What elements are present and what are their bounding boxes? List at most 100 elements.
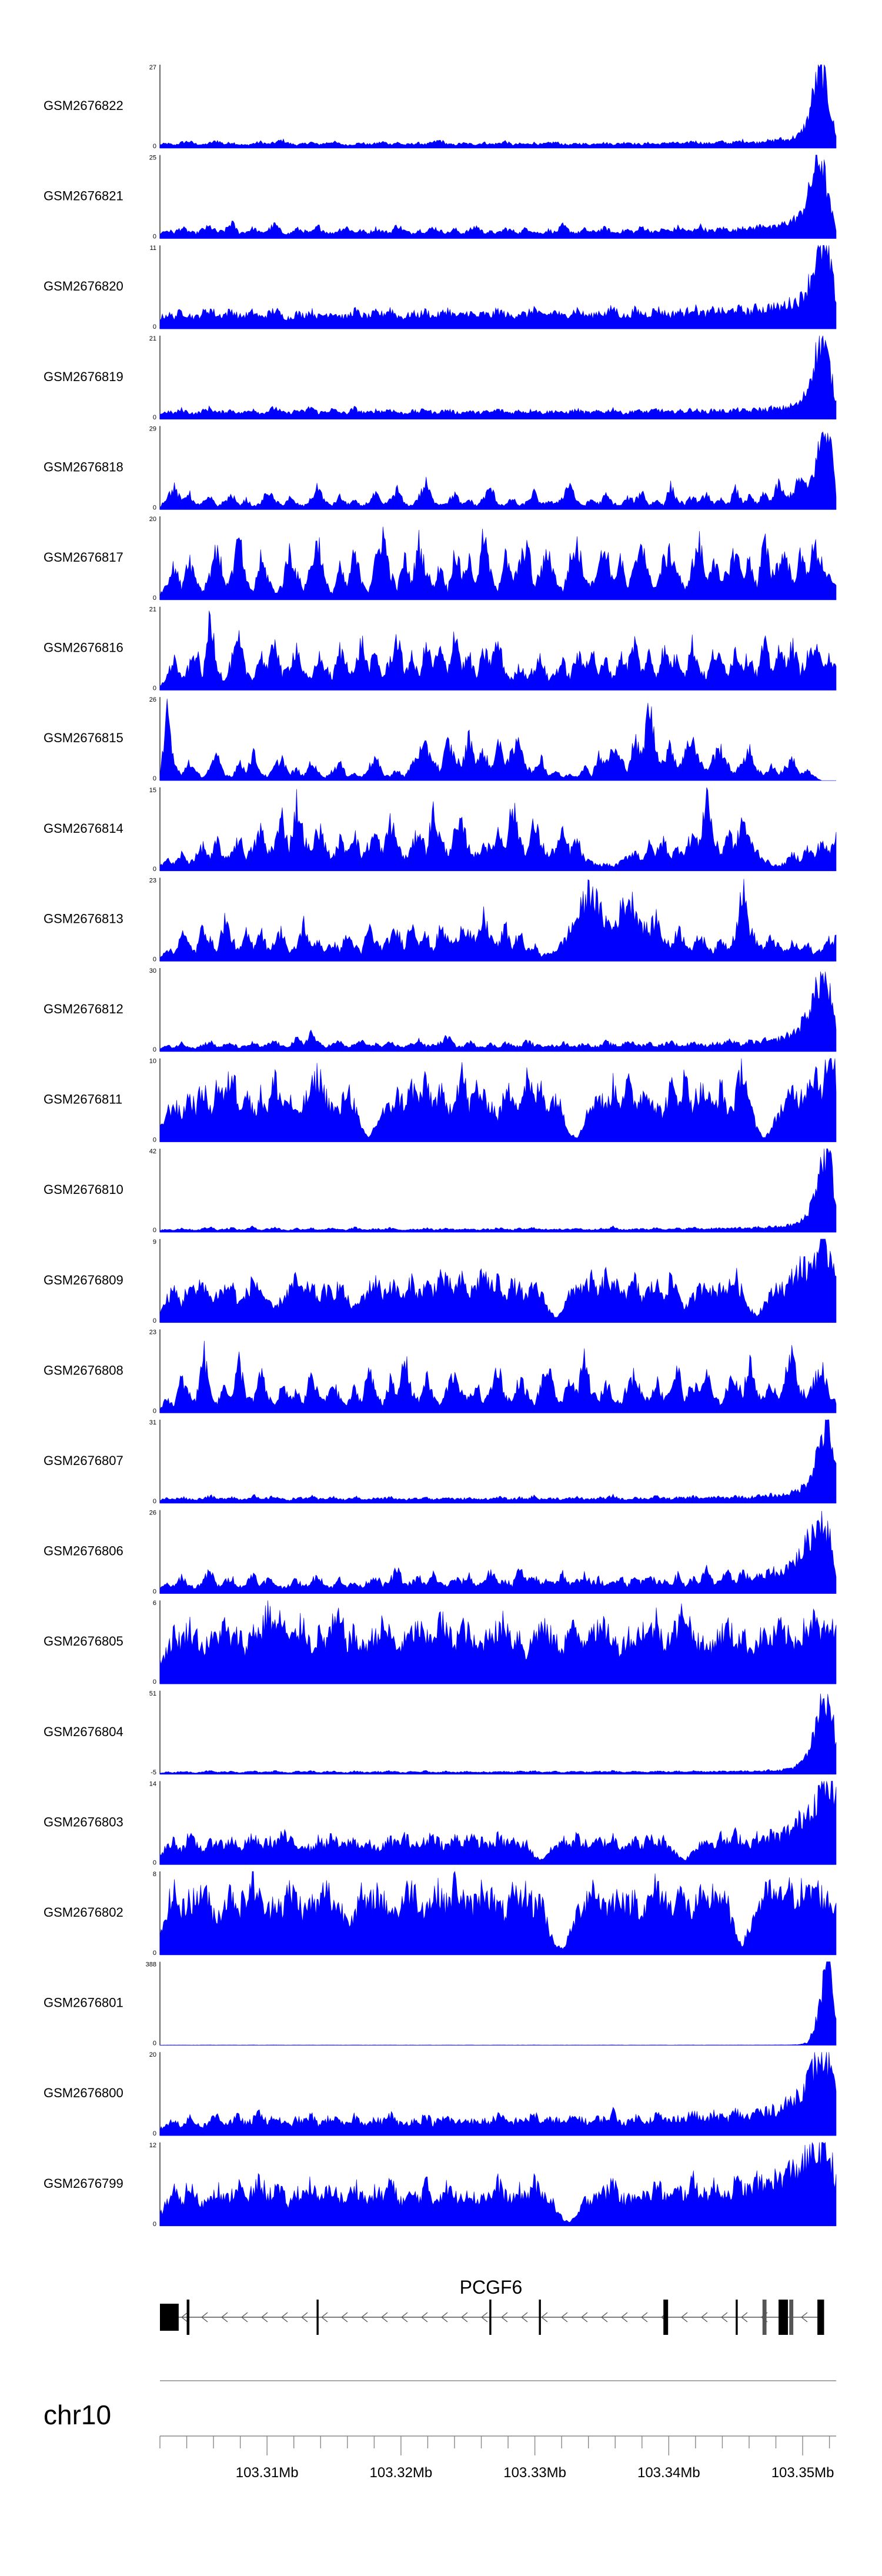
track-y-min-label: 0 (153, 414, 156, 421)
signal-track: GSM2676806 26 0 (44, 1510, 837, 1596)
strand-chevron (580, 2312, 588, 2323)
signal-track: GSM2676820 11 0 (44, 245, 837, 331)
signal-track: GSM2676807 31 0 (44, 1419, 837, 1505)
track-signal-area (159, 2052, 837, 2136)
track-y-max-label: 21 (149, 606, 156, 613)
track-y-min-label: 0 (153, 1950, 156, 1957)
strand-chevron (260, 2312, 268, 2323)
gene-name-label: PCGF6 (460, 2277, 523, 2298)
signal-tracks: GSM2676822270GSM2676821250GSM2676820110G… (44, 64, 837, 2228)
track-signal-area (159, 1419, 837, 1504)
track-label: GSM2676822 (44, 98, 123, 113)
track-signal-area (159, 1239, 837, 1323)
track-y-max-label: 12 (149, 2142, 156, 2149)
chromosome-label: chr10 (44, 2400, 111, 2430)
gene-exon (316, 2300, 319, 2335)
gene-exon (762, 2300, 767, 2335)
axis-tick-label: 103.31Mb (236, 2465, 299, 2481)
track-y-max-label: 29 (149, 425, 156, 432)
signal-track: GSM2676809 9 0 (44, 1239, 837, 1324)
track-y-max-label: 42 (149, 1148, 156, 1155)
track-signal-area (159, 1781, 837, 1865)
signal-track: GSM2676802 8 0 (44, 1871, 837, 1957)
track-y-min-label: 0 (153, 1227, 156, 1234)
strand-chevron (720, 2312, 728, 2323)
strand-chevron (700, 2312, 708, 2323)
track-signal-area (159, 787, 837, 872)
track-y-max-label: 26 (149, 696, 156, 703)
track-signal-area (159, 2142, 837, 2227)
strand-chevron (360, 2312, 368, 2323)
track-signal-area (159, 64, 837, 149)
signal-track: GSM2676811 10 0 (44, 1058, 837, 1144)
genome-axis-track: chr10 103.31Mb 103.32Mb 103.33Mb 103.34Mb 103… (44, 2380, 836, 2481)
track-y-max-label: 388 (146, 1961, 156, 1968)
signal-track: GSM2676818 29 0 (44, 425, 837, 511)
strand-chevron (500, 2312, 508, 2323)
track-signal-area (159, 698, 836, 781)
strand-chevron (620, 2312, 628, 2323)
track-signal-area (159, 1600, 837, 1684)
track-signal-area (159, 1871, 837, 1956)
track-label: GSM2676820 (44, 279, 123, 293)
gene-exon (789, 2300, 794, 2335)
track-label: GSM2676802 (44, 1905, 123, 1920)
strand-chevron (280, 2312, 288, 2323)
track-y-max-label: 10 (149, 1058, 156, 1065)
track-y-max-label: 9 (153, 1239, 156, 1246)
track-label: GSM2676809 (44, 1273, 123, 1287)
track-signal-area (159, 1058, 837, 1142)
signal-track: GSM2676804 51 -5 (44, 1690, 837, 1776)
track-label: GSM2676808 (44, 1363, 123, 1377)
strand-chevron (540, 2312, 548, 2323)
signal-track: GSM2676803 14 0 (44, 1780, 837, 1866)
gene-model-track: PCGF6 (160, 2277, 824, 2335)
strand-chevron (181, 2312, 188, 2323)
strand-chevron (460, 2312, 468, 2323)
track-y-max-label: 23 (149, 877, 156, 884)
track-signal-area (159, 971, 837, 1052)
track-y-min-label: 0 (153, 956, 156, 963)
track-y-max-label: 26 (149, 1510, 156, 1517)
track-y-max-label: 25 (149, 155, 156, 162)
track-signal-area (159, 526, 837, 600)
gene-exon (186, 2300, 190, 2335)
gene-exon (736, 2300, 738, 2335)
strand-chevron (300, 2312, 308, 2323)
gene-exon (160, 2304, 179, 2331)
strand-chevron (220, 2312, 228, 2323)
track-y-min-label: 0 (153, 1317, 156, 1324)
track-signal-area (159, 879, 837, 962)
track-label: GSM2676807 (44, 1453, 123, 1468)
signal-track: GSM2676812 30 0 (44, 967, 837, 1053)
track-y-min-label: 0 (153, 323, 156, 331)
track-y-max-label: 15 (149, 787, 156, 794)
track-label: GSM2676814 (44, 821, 123, 836)
track-y-min-label: 0 (153, 1679, 156, 1686)
strand-chevron (440, 2312, 448, 2323)
track-y-max-label: 20 (149, 516, 156, 523)
track-label: GSM2676815 (44, 730, 123, 745)
signal-track: GSM2676822 27 0 (44, 64, 837, 150)
track-y-max-label: 14 (149, 1780, 156, 1787)
signal-track: GSM2676815 26 0 (44, 696, 836, 782)
track-y-max-label: 30 (149, 967, 156, 975)
track-y-min-label: 0 (153, 2221, 156, 2228)
track-label: GSM2676813 (44, 911, 123, 926)
strand-chevron (400, 2312, 408, 2323)
track-y-max-label: 20 (149, 2051, 156, 2058)
gene-exon (489, 2300, 492, 2335)
axis-tick-label: 103.33Mb (503, 2465, 566, 2481)
track-label: GSM2676817 (44, 550, 123, 565)
signal-track: GSM2676821 25 0 (44, 155, 837, 241)
axis-tick-label: 103.34Mb (637, 2465, 700, 2481)
track-y-min-label: -5 (151, 1769, 156, 1776)
gene-exon (779, 2300, 789, 2335)
strand-chevron (420, 2312, 428, 2323)
signal-track: GSM2676816 21 0 (44, 606, 837, 692)
strand-chevron (380, 2312, 388, 2323)
gene-exon (663, 2300, 669, 2335)
strand-chevron (600, 2312, 608, 2323)
track-y-max-label: 8 (153, 1871, 156, 1878)
track-label: GSM2676819 (44, 369, 123, 384)
